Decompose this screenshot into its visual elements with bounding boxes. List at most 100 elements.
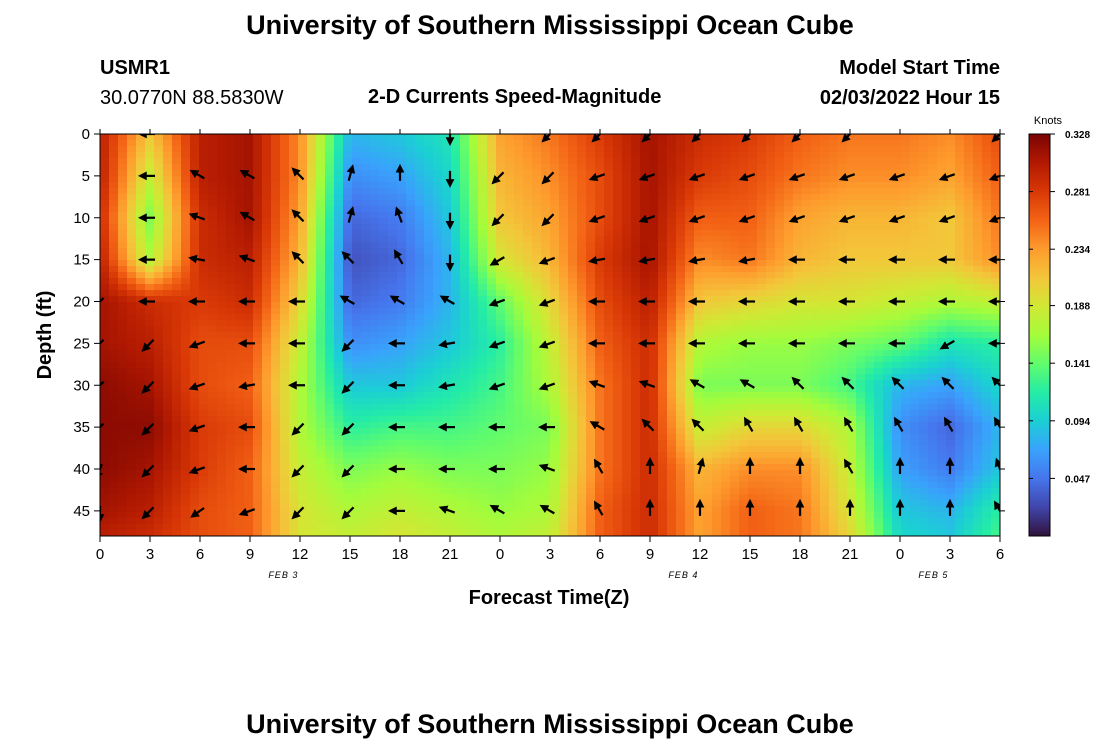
heatmap-cell [127,260,137,267]
heatmap-cell [667,278,677,285]
heatmap-cell [370,368,380,375]
heatmap-cell [100,374,110,381]
heatmap-cell [559,314,569,321]
heatmap-cell [370,380,380,387]
heatmap-cell [406,302,416,309]
heatmap-cell [469,392,479,399]
heatmap-cell [316,398,326,405]
heatmap-cell [892,254,902,261]
heatmap-cell [379,380,389,387]
heatmap-cell [829,218,839,225]
heatmap-cell [496,278,506,285]
heatmap-cell [136,392,146,399]
heatmap-cell [406,176,416,183]
heatmap-cell [802,182,812,189]
heatmap-cell [928,134,938,141]
heatmap-cell [181,326,191,333]
heatmap-cell [901,224,911,231]
heatmap-cell [649,404,659,411]
heatmap-cell [856,176,866,183]
heatmap-cell [703,302,713,309]
heatmap-cell [802,194,812,201]
heatmap-cell [343,326,353,333]
heatmap-cell [307,314,317,321]
heatmap-cell [343,314,353,321]
heatmap-cell [919,302,929,309]
heatmap-cell [100,272,110,279]
heatmap-cell [874,386,884,393]
heatmap-cell [532,224,542,231]
heatmap-cell [451,272,461,279]
heatmap-cell [604,368,614,375]
heatmap-cell [406,212,416,219]
heatmap-cell [487,146,497,153]
heatmap-cell [856,182,866,189]
heatmap-cell [901,386,911,393]
heatmap-cell [766,170,776,177]
heatmap-cell [379,362,389,369]
heatmap-cell [694,320,704,327]
heatmap-cell [991,344,1000,351]
heatmap-cell [370,266,380,273]
heatmap-cell [649,422,659,429]
heatmap-cell [910,404,920,411]
heatmap-cell [703,200,713,207]
heatmap-cell [559,338,569,345]
heatmap-cell [982,200,992,207]
heatmap-cell [658,158,668,165]
heatmap-cell [172,428,182,435]
heatmap-cell [622,344,632,351]
heatmap-cell [802,350,812,357]
heatmap-cell [676,368,686,375]
heatmap-cell [865,272,875,279]
heatmap-cell [181,416,191,423]
heatmap-cell [847,386,857,393]
heatmap-cell [361,212,371,219]
heatmap-cell [775,176,785,183]
heatmap-cell [811,164,821,171]
heatmap-cell [793,272,803,279]
heatmap-cell [190,194,200,201]
heatmap-cell [154,308,164,315]
heatmap-cell [622,386,632,393]
heatmap-cell [172,320,182,327]
heatmap-cell [937,326,947,333]
heatmap-cell [793,350,803,357]
heatmap-cell [523,356,533,363]
heatmap-cell [748,242,758,249]
heatmap-cell [379,272,389,279]
heatmap-cell [919,242,929,249]
heatmap-cell [136,410,146,417]
heatmap-cell [811,314,821,321]
heatmap-cell [901,272,911,279]
heatmap-cell [496,170,506,177]
heatmap-cell [604,206,614,213]
heatmap-cell [469,248,479,255]
heatmap-cell [982,398,992,405]
heatmap-cell [595,320,605,327]
heatmap-cell [703,254,713,261]
heatmap-cell [703,188,713,195]
heatmap-cell [604,140,614,147]
heatmap-cell [937,230,947,237]
heatmap-cell [748,200,758,207]
heatmap-cell [253,404,263,411]
heatmap-cell [262,254,272,261]
heatmap-cell [424,224,434,231]
heatmap-cell [271,308,281,315]
heatmap-cell [883,272,893,279]
heatmap-cell [928,356,938,363]
heatmap-cell [793,164,803,171]
heatmap-cell [370,344,380,351]
heatmap-cell [469,332,479,339]
heatmap-cell [469,218,479,225]
heatmap-cell [388,314,398,321]
heatmap-cell [847,356,857,363]
heatmap-cell [163,278,173,285]
heatmap-cell [982,284,992,291]
heatmap-cell [937,374,947,381]
heatmap-cell [820,158,830,165]
heatmap-cell [289,326,299,333]
heatmap-cell [721,392,731,399]
heatmap-cell [955,398,965,405]
